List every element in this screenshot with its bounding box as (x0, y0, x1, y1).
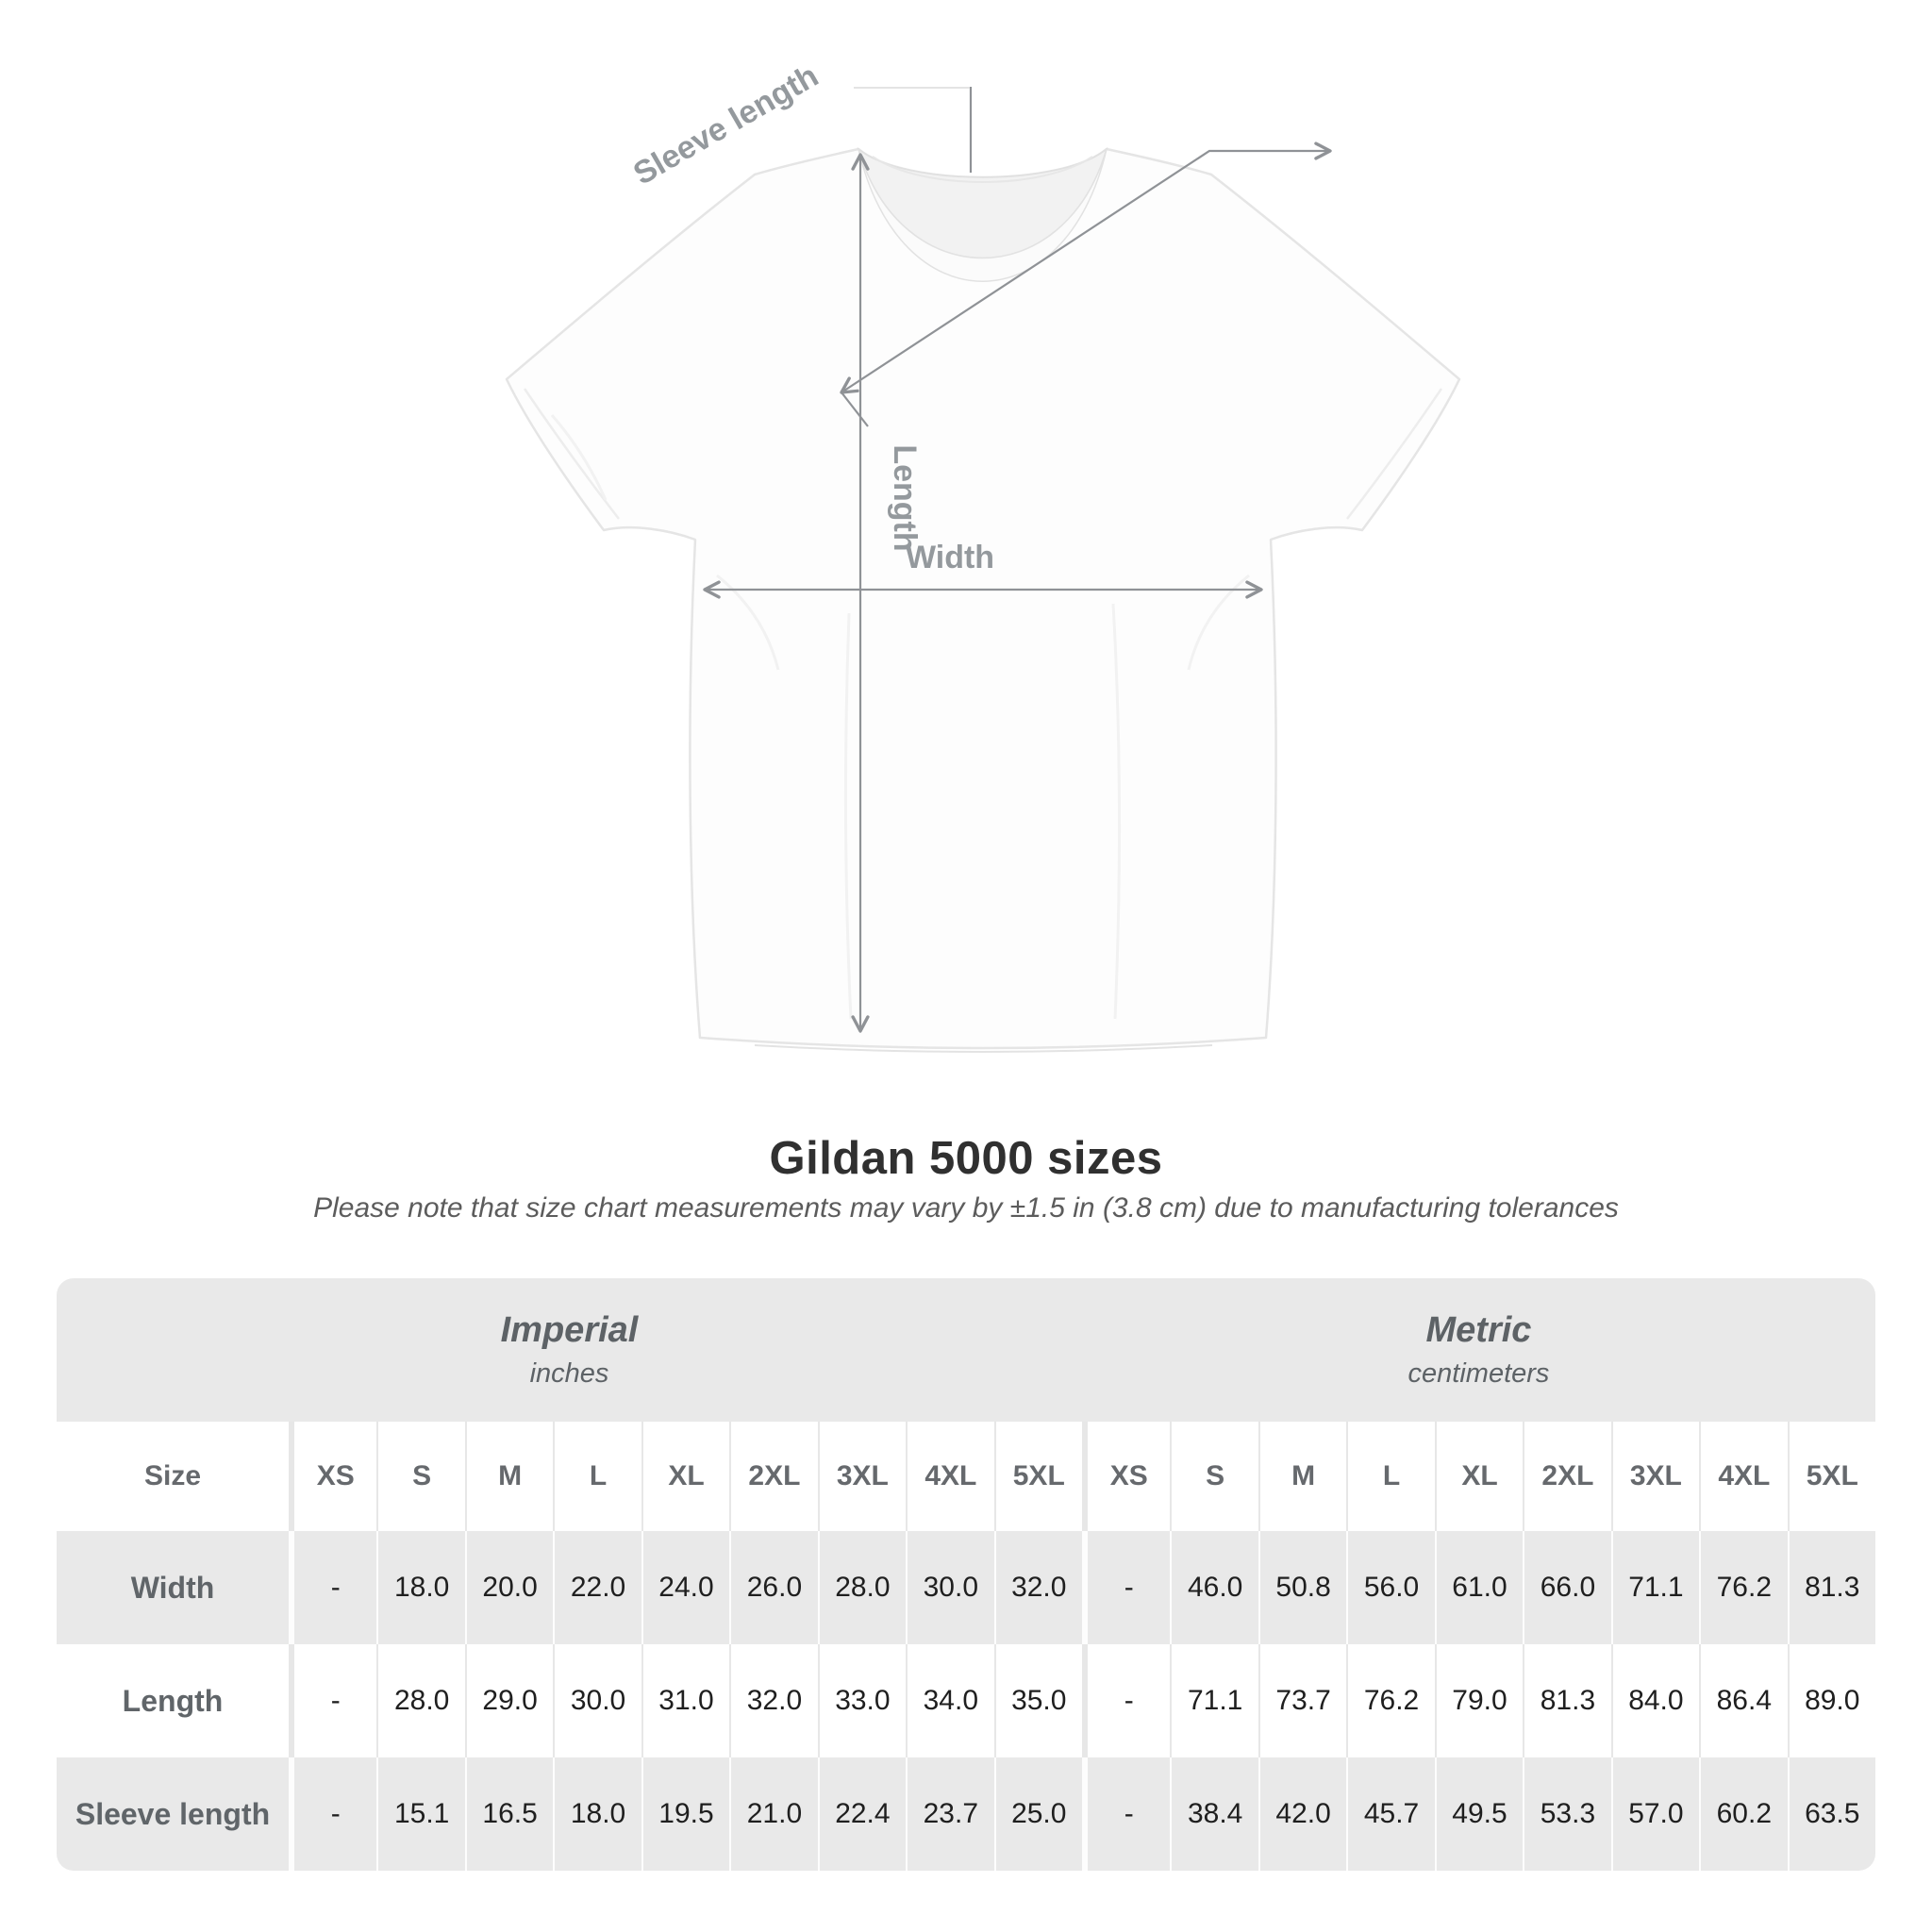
value-imperial-sleeve-length-l: 18.0 (553, 1757, 641, 1871)
value-imperial-width-xl: 24.0 (641, 1531, 730, 1644)
value-imperial-width-2xl: 26.0 (729, 1531, 818, 1644)
value-metric-sleeve-length-4xl: 60.2 (1699, 1757, 1788, 1871)
size-header-imperial-xs: XS (289, 1422, 377, 1531)
value-imperial-width-xs: - (289, 1531, 377, 1644)
unit-group-unit: centimeters (1407, 1358, 1550, 1389)
value-imperial-sleeve-length-3xl: 22.4 (817, 1757, 907, 1871)
value-metric-width-m: 50.8 (1257, 1531, 1347, 1644)
length-label: Length (887, 444, 923, 551)
value-imperial-length-2xl: 32.0 (729, 1644, 818, 1757)
tshirt-diagram: Sleeve length Length Width (505, 58, 1461, 1053)
size-header-imperial-l: L (553, 1422, 641, 1531)
value-metric-width-l: 56.0 (1346, 1531, 1435, 1644)
size-header-metric-m: M (1257, 1422, 1347, 1531)
row-label-length: Length (57, 1644, 289, 1757)
sleeve-length-arrow (840, 142, 1332, 394)
value-imperial-sleeve-length-xs: - (289, 1757, 377, 1871)
value-metric-length-5xl: 89.0 (1787, 1644, 1875, 1757)
value-metric-sleeve-length-2xl: 53.3 (1523, 1757, 1611, 1871)
value-metric-sleeve-length-3xl: 57.0 (1610, 1757, 1700, 1871)
value-metric-length-l: 76.2 (1346, 1644, 1435, 1757)
value-metric-length-xl: 79.0 (1434, 1644, 1524, 1757)
size-header-imperial-xl: XL (641, 1422, 730, 1531)
value-metric-width-3xl: 71.1 (1610, 1531, 1700, 1644)
size-column-header: Size (57, 1422, 289, 1531)
value-imperial-length-4xl: 34.0 (906, 1644, 994, 1757)
row-label-width: Width (57, 1531, 289, 1644)
size-header-imperial-m: M (464, 1422, 554, 1531)
value-metric-width-4xl: 76.2 (1699, 1531, 1788, 1644)
page-subtitle: Please note that size chart measurements… (313, 1192, 1619, 1224)
unit-group-unit: inches (529, 1358, 609, 1389)
value-imperial-width-s: 18.0 (376, 1531, 465, 1644)
tshirt-image (505, 146, 1461, 1053)
row-label-sleeve-length: Sleeve length (57, 1757, 289, 1871)
size-header-metric-4xl: 4XL (1699, 1422, 1788, 1531)
value-metric-sleeve-length-l: 45.7 (1346, 1757, 1435, 1871)
value-imperial-length-s: 28.0 (376, 1644, 465, 1757)
value-imperial-length-m: 29.0 (464, 1644, 554, 1757)
page-title: Gildan 5000 sizes (769, 1133, 1163, 1184)
value-imperial-sleeve-length-m: 16.5 (464, 1757, 554, 1871)
size-header-metric-l: L (1346, 1422, 1435, 1531)
value-metric-length-m: 73.7 (1257, 1644, 1347, 1757)
size-header-imperial-3xl: 3XL (817, 1422, 907, 1531)
value-metric-length-s: 71.1 (1170, 1644, 1258, 1757)
value-metric-sleeve-length-xl: 49.5 (1434, 1757, 1524, 1871)
value-imperial-length-l: 30.0 (553, 1644, 641, 1757)
size-header-imperial-s: S (376, 1422, 465, 1531)
value-metric-length-xs: - (1081, 1644, 1171, 1757)
size-header-metric-s: S (1170, 1422, 1258, 1531)
size-header-metric-xs: XS (1081, 1422, 1171, 1531)
value-imperial-width-5xl: 32.0 (993, 1531, 1082, 1644)
value-imperial-sleeve-length-4xl: 23.7 (906, 1757, 994, 1871)
width-label: Width (906, 540, 994, 575)
value-metric-width-xs: - (1081, 1531, 1171, 1644)
imperial-group-header: Imperial inches (57, 1278, 1082, 1422)
size-table: Imperial inches Metric centimeters Size XS S M L… (57, 1278, 1875, 1871)
metric-group-header: Metric centimeters (1081, 1278, 1875, 1422)
value-imperial-width-4xl: 30.0 (906, 1531, 994, 1644)
size-header-metric-xl: XL (1434, 1422, 1524, 1531)
value-metric-sleeve-length-m: 42.0 (1257, 1757, 1347, 1871)
value-imperial-sleeve-length-xl: 19.5 (641, 1757, 730, 1871)
value-metric-length-2xl: 81.3 (1523, 1644, 1611, 1757)
value-imperial-sleeve-length-5xl: 25.0 (993, 1757, 1082, 1871)
unit-group-name: Imperial (500, 1310, 639, 1350)
size-header-imperial-2xl: 2XL (729, 1422, 818, 1531)
sleeve-arrow-tail (841, 391, 869, 427)
value-metric-width-s: 46.0 (1170, 1531, 1258, 1644)
value-imperial-length-5xl: 35.0 (993, 1644, 1082, 1757)
unit-group-name: Metric (1425, 1310, 1532, 1350)
value-metric-length-3xl: 84.0 (1610, 1644, 1700, 1757)
value-imperial-width-l: 22.0 (553, 1531, 641, 1644)
value-metric-sleeve-length-s: 38.4 (1170, 1757, 1258, 1871)
value-metric-sleeve-length-5xl: 63.5 (1787, 1757, 1875, 1871)
value-imperial-sleeve-length-s: 15.1 (376, 1757, 465, 1871)
value-imperial-length-3xl: 33.0 (817, 1644, 907, 1757)
size-header-imperial-4xl: 4XL (906, 1422, 994, 1531)
value-imperial-length-xs: - (289, 1644, 377, 1757)
value-imperial-width-3xl: 28.0 (817, 1531, 907, 1644)
size-header-metric-3xl: 3XL (1610, 1422, 1700, 1531)
size-header-metric-2xl: 2XL (1523, 1422, 1611, 1531)
value-metric-sleeve-length-xs: - (1081, 1757, 1171, 1871)
size-header-metric-5xl: 5XL (1787, 1422, 1875, 1531)
size-header-imperial-5xl: 5XL (993, 1422, 1082, 1531)
value-metric-length-4xl: 86.4 (1699, 1644, 1788, 1757)
value-metric-width-2xl: 66.0 (1523, 1531, 1611, 1644)
value-metric-width-5xl: 81.3 (1787, 1531, 1875, 1644)
value-metric-width-xl: 61.0 (1434, 1531, 1524, 1644)
value-imperial-width-m: 20.0 (464, 1531, 554, 1644)
value-imperial-length-xl: 31.0 (641, 1644, 730, 1757)
value-imperial-sleeve-length-2xl: 21.0 (729, 1757, 818, 1871)
